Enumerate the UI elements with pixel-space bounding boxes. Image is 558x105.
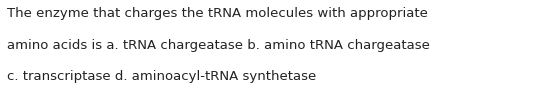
Text: The enzyme that charges the tRNA molecules with appropriate: The enzyme that charges the tRNA molecul… [7, 7, 427, 20]
Text: amino acids is a. tRNA chargeatase b. amino tRNA chargeatase: amino acids is a. tRNA chargeatase b. am… [7, 39, 430, 52]
Text: c. transcriptase d. aminoacyl-tRNA synthetase: c. transcriptase d. aminoacyl-tRNA synth… [7, 70, 316, 83]
